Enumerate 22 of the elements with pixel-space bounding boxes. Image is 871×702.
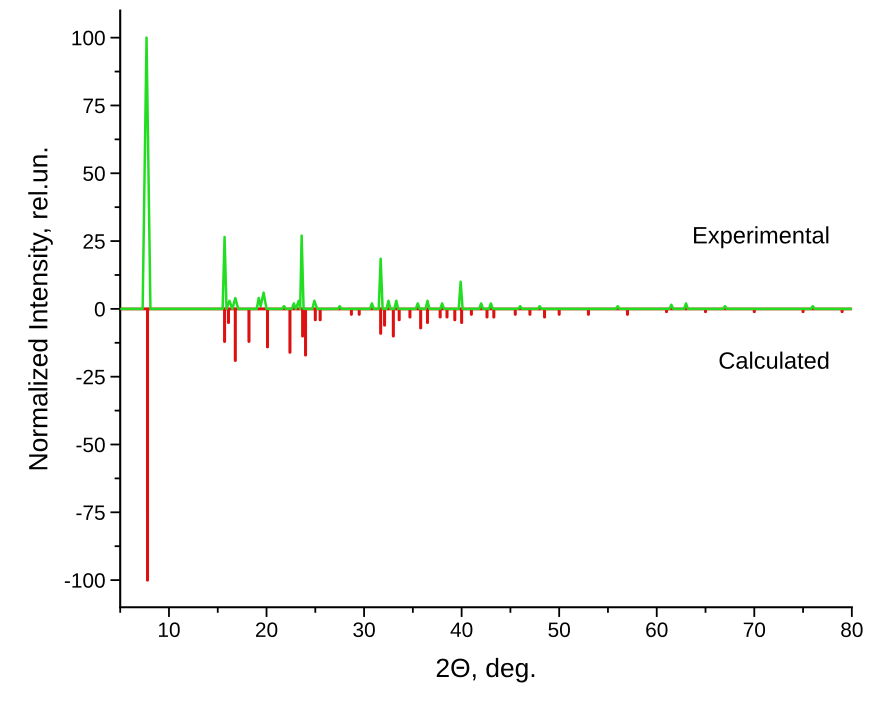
- y-axis-title: Normalized Intensity, rel.un.: [28, 148, 53, 470]
- y-tick-label: 75: [84, 98, 105, 114]
- line-series: [120, 36, 852, 310]
- x-tick-label: 70: [744, 622, 766, 638]
- y-tick-label: -50: [76, 437, 105, 452]
- x-axis-title: 2Θ, deg.: [436, 658, 534, 682]
- x-tick-label: 60: [646, 622, 668, 638]
- y-tick-label: 50: [83, 166, 105, 182]
- y-tick-label: 25: [83, 234, 105, 249]
- x-tick-label: 20: [256, 622, 278, 638]
- y-tick-label: 100: [72, 30, 105, 46]
- y-tick-label: -25: [76, 370, 105, 384]
- text: Experimental: [694, 226, 828, 248]
- x-tick-label: 10: [158, 622, 180, 638]
- x-tick-label: 30: [353, 622, 375, 638]
- x-tick-label: 80: [841, 622, 863, 638]
- y-tick-label: 0: [94, 302, 105, 317]
- x-tick-label: 40: [450, 622, 472, 638]
- series-label: Calculated: [720, 352, 828, 369]
- y-tick-label: -100: [64, 573, 105, 588]
- y-tick-label: -75: [76, 506, 105, 520]
- x-tick-label: 50: [548, 622, 570, 638]
